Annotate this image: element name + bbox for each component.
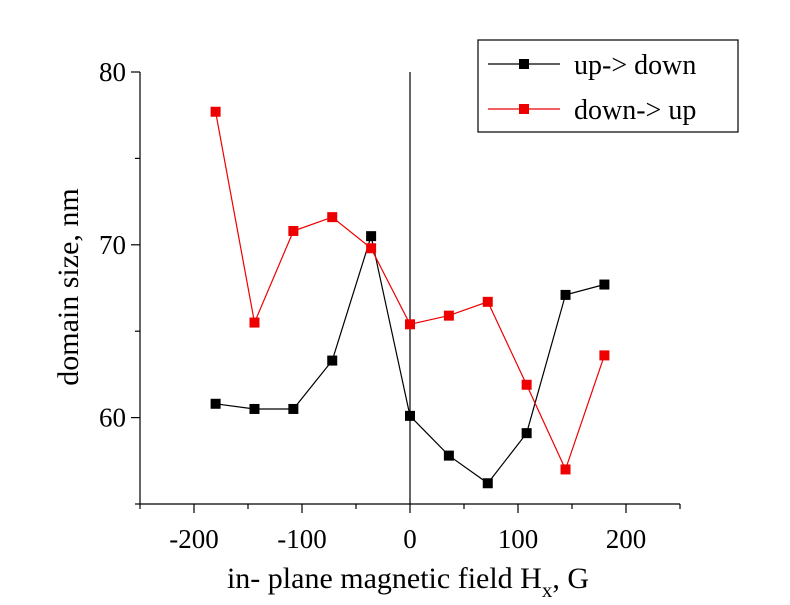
x-tick-label: 200 [606,524,647,554]
x-tick-label: -200 [169,524,219,554]
data-point [482,296,493,307]
legend-label: down-> up [574,95,696,126]
x-tick-label: -100 [277,524,327,554]
data-point [366,231,377,242]
x-axis-label-subscript: x [542,578,553,602]
legend-marker [519,59,529,69]
series-0 [210,231,610,489]
legend-label: up-> down [574,50,696,81]
data-point [288,225,299,236]
data-point [288,403,299,414]
x-axis-label-main: in- plane magnetic field H [227,562,542,595]
x-tick-label: 100 [498,524,539,554]
legend-marker [519,104,529,114]
y-tick-label: 80 [99,57,126,87]
data-point [366,243,377,254]
series-1 [210,106,610,475]
data-point [560,289,571,300]
data-point [405,319,415,330]
data-point [210,106,221,117]
data-point [405,410,415,421]
data-point [249,403,260,414]
data-point [482,478,493,489]
legend: up-> down down-> up [477,39,739,133]
y-axis-label: domain size, nm [52,188,85,385]
data-point [210,398,221,409]
data-point [327,212,338,223]
x-axis-label-suffix: , G [552,562,589,595]
data-point [521,428,532,439]
data-point [327,355,338,366]
data-point [443,310,454,321]
y-tick-label: 60 [99,403,126,433]
x-tick-label: 0 [403,524,417,554]
y-tick-label: 70 [99,230,126,260]
data-point [521,379,532,390]
axes: 60 70 80 -200 -100 0 100 200 [99,57,681,554]
series-layer [210,106,610,489]
legend-box [477,39,739,133]
data-point [560,464,571,475]
data-point [249,317,260,328]
data-point [443,450,454,461]
data-point [599,279,610,290]
x-axis-label: in- plane magnetic field Hx, G [227,562,589,602]
data-point [599,350,610,361]
